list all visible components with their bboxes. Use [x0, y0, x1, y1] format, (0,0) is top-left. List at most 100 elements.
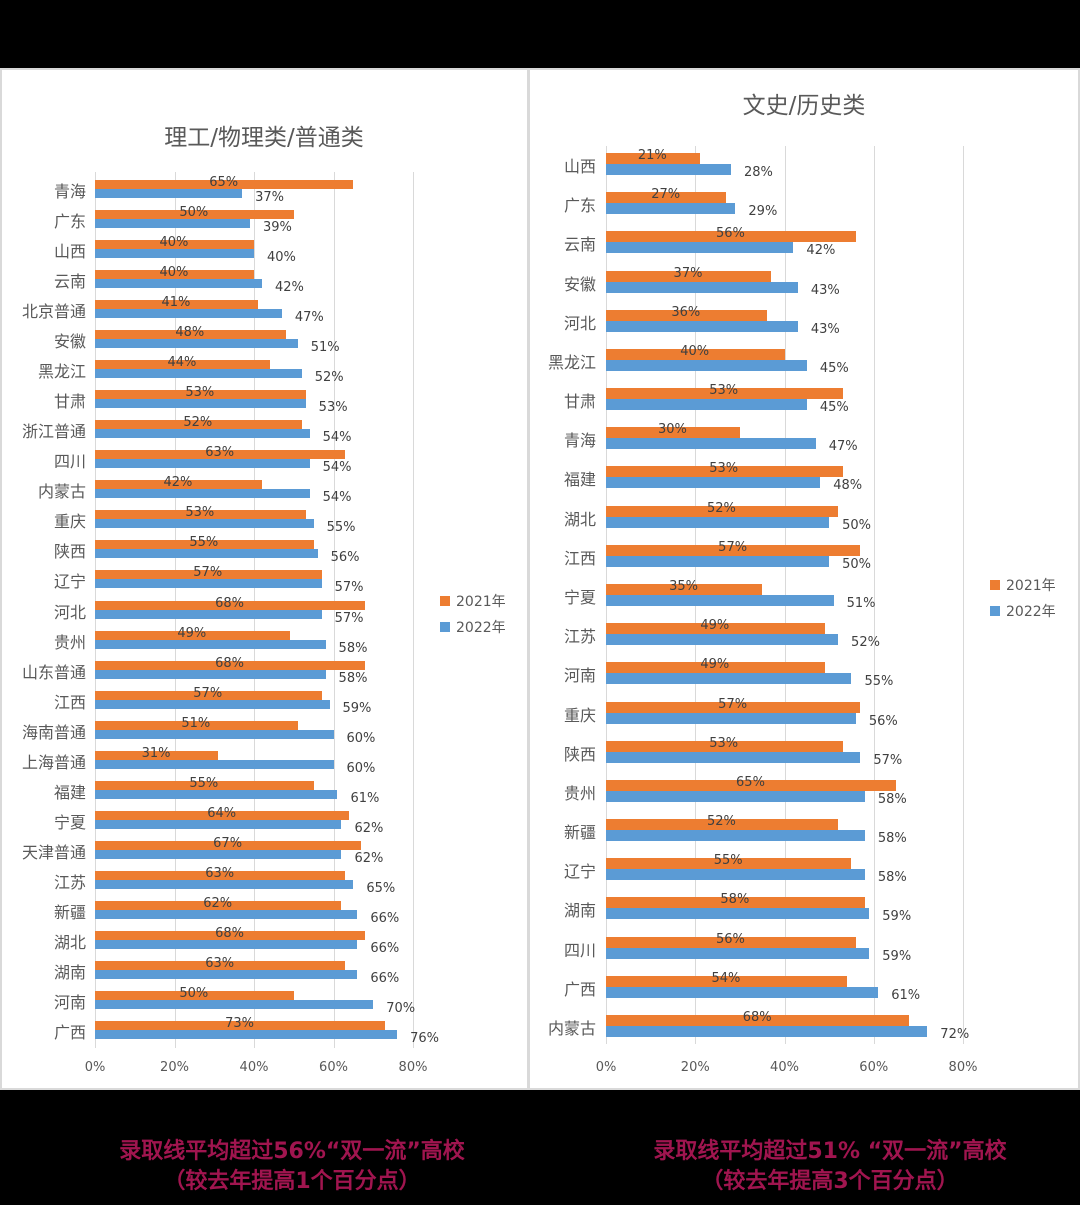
- data-label-2022: 59%: [882, 948, 912, 964]
- legend-label: 2021年: [1006, 578, 1056, 594]
- bar-2022: [95, 909, 358, 919]
- bar-2022: [606, 595, 834, 606]
- bar-2022: [606, 830, 865, 842]
- data-label-2021: 36%: [671, 304, 701, 320]
- bar-2022: [606, 164, 731, 175]
- legend-swatch-icon: [440, 596, 450, 606]
- data-label-2022: 56%: [868, 713, 898, 729]
- caption-line-1: 录取线平均超过56%“双一流”高校: [119, 1139, 465, 1164]
- bar-2022: [606, 242, 794, 254]
- data-label-2021: 56%: [715, 226, 745, 242]
- data-label-2021: 55%: [713, 853, 743, 869]
- category-label: 江苏: [563, 627, 596, 647]
- data-label-2022: 28%: [743, 165, 773, 180]
- data-label-2022: 62%: [354, 850, 384, 866]
- bar-2021: [95, 750, 219, 760]
- data-label-2021: 57%: [718, 539, 748, 555]
- bar-2021: [606, 388, 843, 400]
- data-label-2022: 40%: [267, 250, 296, 266]
- bar-2021: [606, 858, 852, 870]
- legend-swatch-icon: [990, 606, 1000, 616]
- data-label-2021: 21%: [637, 148, 667, 163]
- category-label: 贵州: [563, 783, 596, 803]
- data-label-2022: 66%: [370, 910, 400, 926]
- bar-2022: [95, 189, 243, 198]
- caption-line-2: （较去年提高3个百分点）: [701, 1169, 959, 1194]
- data-label-2022: 58%: [338, 670, 368, 686]
- data-label-2022: 60%: [346, 760, 376, 776]
- category-label: 山东普通: [21, 662, 86, 682]
- bar-2022: [95, 579, 322, 589]
- bar-2021: [95, 210, 294, 220]
- data-label-2021: 50%: [179, 205, 209, 221]
- category-label: 河北: [563, 313, 596, 333]
- gridline: [413, 172, 414, 1048]
- bar-2021: [606, 1015, 910, 1026]
- bar-2022: [95, 489, 310, 499]
- category-label: 新疆: [53, 902, 86, 922]
- data-label-2022: 47%: [828, 439, 858, 455]
- category-label: 重庆: [53, 512, 86, 532]
- category-label: 安徽: [563, 274, 596, 294]
- data-label-2021: 49%: [700, 618, 730, 634]
- bar-2021: [95, 300, 258, 310]
- bar-2021: [606, 153, 700, 164]
- bar-2021: [606, 975, 847, 987]
- data-label-2022: 52%: [851, 635, 880, 651]
- category-label: 湖南: [53, 962, 86, 982]
- category-label: 江苏: [53, 872, 86, 892]
- bar-2021: [95, 810, 350, 820]
- panel-divider: [527, 68, 530, 1090]
- category-label: 云南: [563, 235, 596, 255]
- category-label: 内蒙古: [547, 1019, 596, 1038]
- category-label: 北京普通: [21, 302, 86, 322]
- data-label-2021: 63%: [205, 445, 235, 461]
- data-label-2021: 63%: [205, 955, 235, 971]
- data-label-2021: 37%: [673, 265, 703, 281]
- bar-2022: [95, 339, 298, 349]
- data-label-2022: 50%: [842, 556, 872, 572]
- bar-2021: [95, 930, 366, 940]
- bar-2021: [95, 870, 346, 880]
- data-label-2022: 55%: [326, 520, 356, 536]
- data-label-2021: 49%: [177, 625, 207, 641]
- data-label-2022: 29%: [748, 204, 778, 220]
- category-label: 山西: [563, 157, 596, 176]
- bar-2022: [95, 939, 358, 949]
- data-label-2021: 48%: [175, 325, 205, 341]
- data-label-2021: 62%: [203, 895, 233, 911]
- data-label-2021: 68%: [215, 925, 245, 941]
- bar-2021: [95, 690, 322, 700]
- category-label: 广东: [53, 212, 86, 232]
- data-label-2021: 53%: [709, 383, 739, 399]
- data-label-2022: 60%: [346, 730, 376, 746]
- category-label: 福建: [53, 782, 86, 802]
- bar-2021: [95, 960, 346, 970]
- bar-2021: [95, 240, 254, 250]
- bar-2021: [606, 779, 897, 791]
- bar-2022: [606, 203, 736, 215]
- bar-2022: [606, 751, 861, 763]
- bar-2021: [606, 192, 727, 204]
- bar-2021: [95, 360, 270, 370]
- data-label-2022: 57%: [334, 610, 364, 626]
- bar-2021: [606, 897, 865, 909]
- category-label: 广东: [563, 196, 596, 216]
- bar-2021: [606, 819, 839, 831]
- data-label-2022: 52%: [314, 370, 344, 386]
- data-label-2021: 54%: [711, 970, 741, 986]
- bar-2021: [95, 600, 366, 610]
- legend-swatch-icon: [440, 622, 450, 632]
- bar-2022: [606, 477, 821, 489]
- data-label-2022: 58%: [338, 640, 368, 656]
- data-label-2021: 35%: [669, 579, 698, 594]
- bar-2021: [606, 936, 856, 948]
- data-label-2022: 42%: [806, 243, 836, 259]
- data-label-2022: 45%: [819, 360, 849, 376]
- caption-humanities: 录取线平均超过51% “双一流”高校 （较去年提高3个百分点）: [653, 1137, 1006, 1197]
- bar-2022: [95, 879, 354, 889]
- x-tick-label: 20%: [160, 1060, 189, 1075]
- category-label: 上海普通: [21, 752, 86, 772]
- legend: 2021年 2022年: [990, 572, 1056, 624]
- bar-2021: [606, 544, 861, 556]
